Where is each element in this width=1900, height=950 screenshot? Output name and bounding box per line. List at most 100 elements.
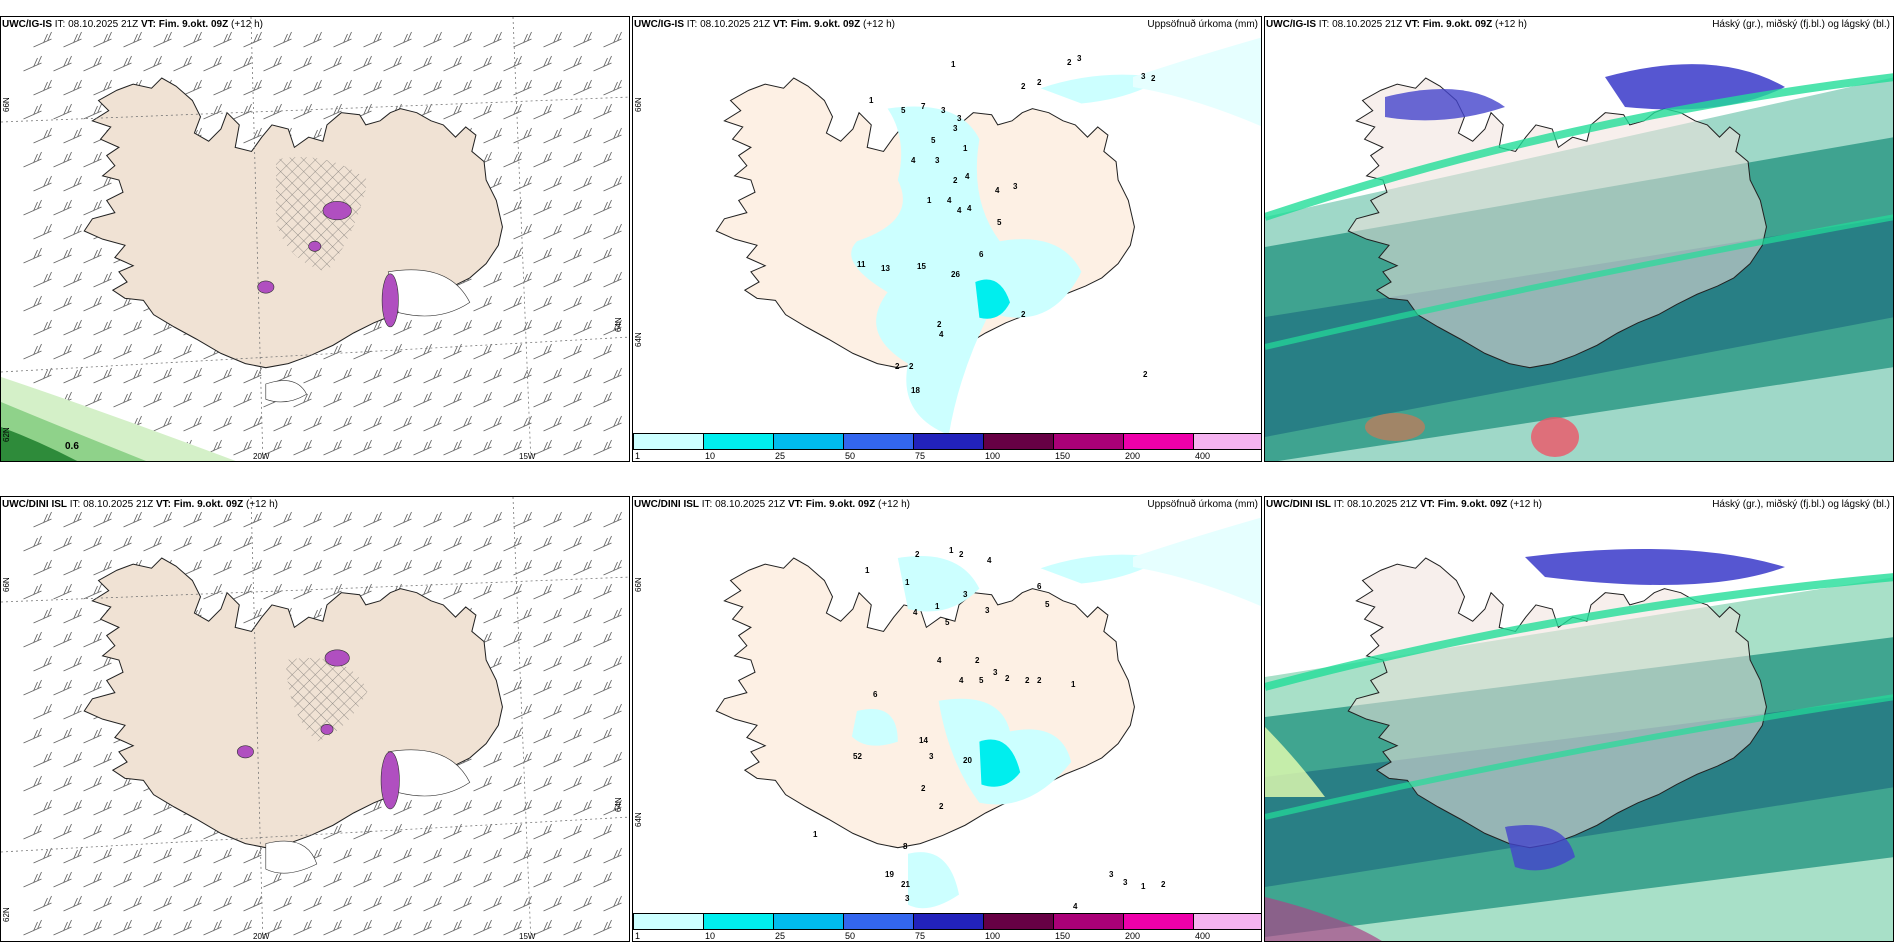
- lat-label: 66N: [2, 577, 11, 592]
- wind-barb: [563, 391, 582, 408]
- wind-barb: [63, 607, 82, 624]
- precip-value-label: 3: [935, 156, 940, 165]
- precip-value-label: 8: [903, 842, 908, 851]
- wind-barb: [63, 511, 82, 528]
- wind-barb: [483, 895, 502, 912]
- wind-barb: [543, 799, 562, 816]
- wind-barb: [363, 895, 382, 912]
- cloud-map-panel-bottom: UWC/DINI ISL IT: 08.10.2025 21Z VT: Fim.…: [1264, 496, 1894, 942]
- wind-barb: [23, 535, 42, 552]
- wind-barb: [413, 439, 432, 456]
- wind-barb: [213, 79, 232, 96]
- wind-barb: [423, 415, 442, 432]
- wind-barb: [563, 295, 582, 312]
- wind-barb: [563, 871, 582, 888]
- colorbar-tick-label: 10: [705, 931, 716, 941]
- wind-barb: [423, 319, 442, 336]
- wind-barb: [443, 535, 462, 552]
- wind-barb: [543, 223, 562, 240]
- lon-label: 15W: [519, 932, 536, 941]
- wind-barb: [53, 247, 72, 264]
- precip-value-label: 2: [1151, 74, 1156, 83]
- wind-barb: [573, 751, 592, 768]
- panel-variable-label: Uppsöfnuð úrkoma (mm): [1147, 499, 1258, 510]
- wind-barb: [483, 751, 502, 768]
- wind-barb: [503, 727, 522, 744]
- wind-barb: [513, 799, 532, 816]
- precip-area: [975, 279, 1010, 319]
- wind-barb: [593, 535, 612, 552]
- wind-barb: [93, 79, 112, 96]
- wind-barb: [393, 799, 412, 816]
- wind-barb: [273, 79, 292, 96]
- wind-barb: [593, 871, 612, 888]
- wind-barb: [473, 103, 492, 120]
- wind-barb: [113, 391, 132, 408]
- wind-barb: [543, 127, 562, 144]
- precip-value-label: 3: [905, 894, 910, 903]
- wind-barb: [213, 847, 232, 864]
- wind-barb: [443, 871, 462, 888]
- purple-cell: [380, 751, 400, 810]
- wind-barb: [113, 871, 132, 888]
- wind-barb: [483, 847, 502, 864]
- wind-barb: [83, 103, 102, 120]
- wind-barb: [293, 391, 312, 408]
- wind-barb: [593, 919, 612, 936]
- colorbar-swatch: [913, 433, 984, 450]
- wind-barb: [533, 343, 552, 360]
- wind-barb: [153, 895, 172, 912]
- precip-value-label: 11: [857, 260, 866, 269]
- wind-barb: [473, 583, 492, 600]
- wind-barb: [203, 55, 222, 72]
- wind-barb: [123, 511, 142, 528]
- wind-barb: [383, 535, 402, 552]
- wind-barb: [263, 871, 282, 888]
- wind-barb: [83, 55, 102, 72]
- wind-barb: [23, 199, 42, 216]
- wind-barb: [173, 55, 192, 72]
- wind-barb: [573, 319, 592, 336]
- wind-barb: [543, 703, 562, 720]
- wind-barb: [603, 223, 622, 240]
- colorbar-tick-label: 400: [1195, 451, 1211, 461]
- wind-barb: [323, 103, 342, 120]
- wind-barb: [453, 415, 472, 432]
- wind-barb: [513, 847, 532, 864]
- wind-barb: [273, 511, 292, 528]
- wind-barb: [33, 367, 52, 384]
- wind-barb: [263, 919, 282, 936]
- wind-barb: [483, 319, 502, 336]
- wind-barb: [603, 799, 622, 816]
- wind-barb: [323, 439, 342, 456]
- wind-barb: [213, 895, 232, 912]
- wind-barb: [53, 151, 72, 168]
- wind-barb: [33, 511, 52, 528]
- colorbar-swatch: [1193, 913, 1261, 930]
- wind-barb: [323, 343, 342, 360]
- wind-barb: [23, 871, 42, 888]
- wind-barb: [543, 607, 562, 624]
- precip-value-label: 15: [917, 262, 926, 271]
- wind-barb: [353, 919, 372, 936]
- precip-value-label: 3: [985, 606, 990, 615]
- precip-value-label: 5: [1045, 600, 1050, 609]
- wind-barb: [363, 847, 382, 864]
- wind-barb: [593, 631, 612, 648]
- lat-label: 66N: [634, 577, 643, 592]
- precip-value-label: 4: [967, 204, 972, 213]
- wind-barb: [383, 439, 402, 456]
- wind-barb: [443, 919, 462, 936]
- wind-barb: [533, 919, 552, 936]
- wind-barb: [563, 535, 582, 552]
- wind-barb: [593, 823, 612, 840]
- wind-barb: [363, 31, 382, 48]
- wind-barb: [393, 415, 412, 432]
- wind-barb: [473, 919, 492, 936]
- precip-value-label: 4: [939, 330, 944, 339]
- wind-barb: [23, 775, 42, 792]
- wind-barb: [383, 55, 402, 72]
- wind-barb: [593, 295, 612, 312]
- lat-label: 64N: [614, 317, 623, 332]
